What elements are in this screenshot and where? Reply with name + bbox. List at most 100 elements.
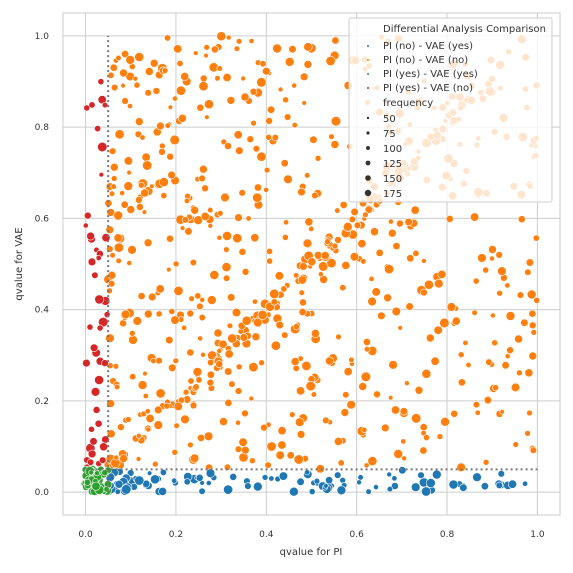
- data-point: [192, 367, 203, 377]
- data-point: [109, 252, 116, 259]
- data-point: [495, 251, 503, 259]
- data-point: [183, 478, 191, 486]
- data-point: [195, 473, 204, 482]
- data-point: [198, 313, 206, 322]
- data-point: [115, 54, 122, 62]
- data-point: [406, 254, 415, 263]
- legend-size-marker-175: [364, 189, 372, 197]
- data-point: [145, 426, 152, 433]
- data-point: [250, 119, 257, 127]
- data-point: [529, 446, 538, 454]
- data-point: [392, 242, 401, 251]
- data-point: [381, 423, 390, 433]
- data-point: [393, 449, 404, 459]
- data-point: [86, 231, 95, 241]
- data-point: [310, 391, 318, 398]
- data-point: [173, 401, 183, 412]
- data-point: [114, 479, 124, 489]
- data-point: [317, 271, 324, 278]
- legend-size-marker-75: [366, 131, 370, 135]
- data-point: [334, 236, 342, 244]
- data-point: [234, 445, 243, 453]
- data-point: [431, 469, 442, 480]
- data-point: [297, 275, 307, 285]
- data-point: [159, 142, 166, 150]
- data-point: [337, 459, 345, 467]
- data-point: [223, 484, 234, 495]
- data-point: [334, 471, 342, 479]
- data-point: [324, 238, 331, 245]
- data-point: [114, 129, 125, 140]
- data-point: [161, 67, 169, 74]
- data-point: [446, 302, 457, 312]
- data-point: [87, 257, 97, 267]
- data-point: [117, 423, 125, 431]
- data-point: [370, 227, 379, 237]
- data-point: [141, 152, 151, 162]
- data-point: [166, 234, 174, 243]
- data-point: [97, 141, 108, 153]
- data-point: [231, 307, 242, 318]
- data-point: [390, 405, 400, 415]
- data-point: [336, 485, 347, 496]
- data-point: [419, 446, 428, 455]
- data-point: [305, 381, 316, 392]
- data-point: [343, 367, 353, 377]
- data-point: [530, 329, 537, 336]
- data-point: [313, 477, 321, 485]
- data-point: [214, 75, 221, 82]
- data-point: [421, 258, 427, 264]
- data-point: [433, 325, 443, 335]
- data-point: [119, 454, 128, 463]
- data-point: [164, 122, 171, 129]
- y-tick-label: 0.6: [35, 214, 50, 224]
- data-point: [101, 359, 109, 367]
- data-point: [505, 311, 516, 321]
- data-point: [373, 390, 381, 399]
- data-point: [207, 295, 217, 305]
- legend-label-pi-no-vae-no: PI (no) - VAE (no): [383, 55, 468, 66]
- data-point: [304, 469, 311, 476]
- data-point: [180, 414, 190, 425]
- data-point: [119, 190, 125, 196]
- data-point: [299, 262, 308, 271]
- data-point: [311, 191, 319, 200]
- data-point: [388, 395, 394, 401]
- data-point: [155, 388, 166, 399]
- data-point: [504, 282, 511, 289]
- data-point: [110, 162, 119, 172]
- data-point: [173, 285, 184, 296]
- data-point: [173, 422, 180, 429]
- data-point: [339, 284, 347, 292]
- data-point: [205, 480, 212, 486]
- data-point: [298, 307, 307, 316]
- data-point: [235, 38, 243, 45]
- data-point: [155, 284, 165, 294]
- data-point: [261, 474, 269, 481]
- data-point: [101, 469, 109, 477]
- data-point: [240, 75, 246, 82]
- data-point: [166, 152, 174, 161]
- data-point: [95, 255, 102, 262]
- data-point: [356, 479, 362, 486]
- data-point: [414, 385, 424, 395]
- data-point: [404, 217, 413, 227]
- data-point: [224, 142, 232, 150]
- data-point: [158, 486, 167, 496]
- data-point: [121, 49, 130, 58]
- data-point: [188, 295, 195, 302]
- data-point: [137, 380, 148, 390]
- data-point: [367, 296, 377, 307]
- data-point: [283, 174, 293, 185]
- legend-size-label-75: 75: [383, 129, 396, 140]
- data-point: [113, 383, 121, 391]
- data-point: [135, 196, 143, 204]
- data-point: [405, 302, 414, 311]
- data-point: [186, 309, 195, 318]
- data-point: [171, 448, 179, 456]
- data-point: [88, 469, 94, 476]
- data-point: [244, 482, 252, 490]
- legend-size-marker-150: [365, 175, 371, 181]
- data-point: [275, 320, 284, 330]
- data-point: [144, 67, 154, 76]
